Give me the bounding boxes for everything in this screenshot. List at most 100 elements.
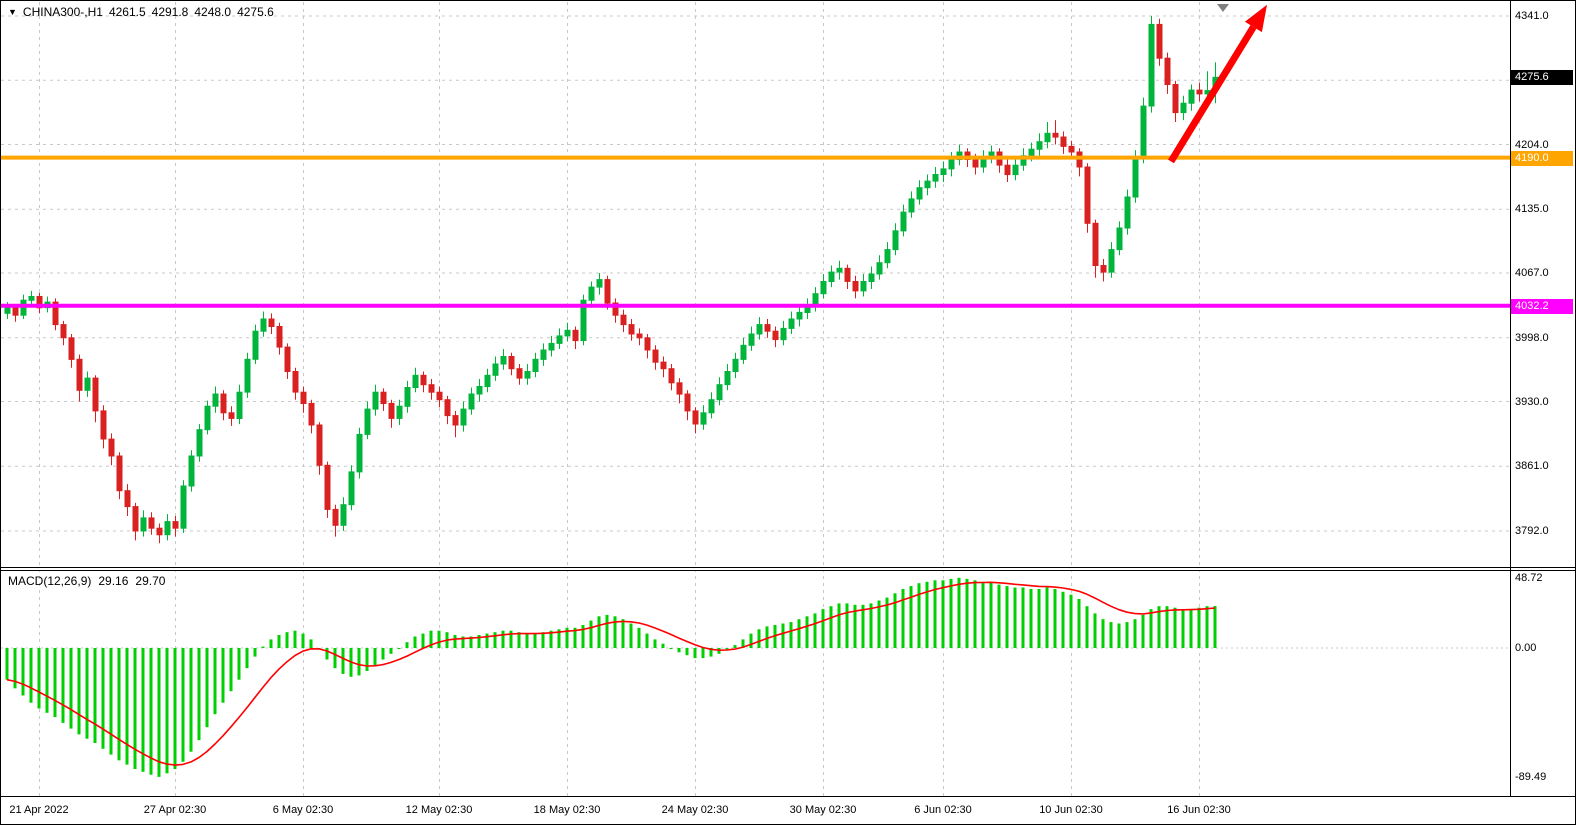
time-axis-label: 27 Apr 02:30: [143, 804, 207, 816]
candle: [188, 450, 195, 492]
candle: [588, 281, 595, 308]
macd-histogram-bar: [701, 648, 705, 659]
macd-histogram-bar: [973, 580, 977, 648]
candle: [236, 384, 243, 425]
candle-body: [316, 424, 323, 466]
macd-histogram-bar: [1125, 622, 1129, 648]
macd-histogram-bar: [997, 584, 1001, 648]
macd-histogram-bar: [917, 583, 921, 648]
macd-histogram-bar: [533, 633, 537, 648]
candle: [356, 427, 363, 479]
ohlc-low-value: 4248.0: [194, 5, 232, 19]
candle-body: [196, 429, 203, 457]
macd-histogram-bar: [189, 648, 193, 752]
candle: [788, 311, 795, 334]
macd-histogram-bar: [421, 633, 425, 648]
candle-body: [108, 438, 115, 457]
macd-histogram-bar: [765, 626, 769, 648]
candle-body: [444, 399, 451, 417]
trend-arrow-head[interactable]: [1244, 4, 1267, 33]
time-axis-label: 18 May 02:30: [533, 804, 601, 816]
candle: [340, 497, 347, 531]
candle-body: [388, 402, 395, 419]
candle: [420, 371, 427, 393]
macd-histogram-bar: [821, 609, 825, 648]
candle: [860, 274, 867, 297]
price-tick-label: 4135.0: [1515, 203, 1549, 215]
macd-histogram-bar: [845, 603, 849, 648]
candle: [924, 174, 931, 196]
macd-histogram-bar: [1013, 587, 1017, 648]
macd-histogram-bar: [1045, 587, 1049, 648]
trend-arrow-shaft[interactable]: [1168, 25, 1257, 164]
candle: [772, 326, 779, 348]
macd-histogram-bar: [781, 623, 785, 648]
candle: [692, 407, 699, 434]
candle-body: [60, 324, 67, 339]
candle-body: [924, 180, 931, 189]
candle: [556, 328, 563, 349]
candle-body: [252, 330, 259, 360]
candle-body: [372, 391, 379, 410]
time-axis[interactable]: 21 Apr 2022 27 Apr 02:30 6 May 02:30 12 May…: [1, 797, 1575, 824]
macd-histogram-bar: [373, 648, 377, 666]
macd-histogram-bar: [621, 619, 625, 648]
chart-shift-marker-icon[interactable]: [1217, 4, 1229, 12]
candle: [324, 461, 331, 518]
macd-histogram-bar: [301, 633, 305, 648]
candle: [308, 399, 315, 434]
macd-histogram-bar: [309, 639, 313, 648]
macd-histogram-bar: [229, 648, 233, 692]
candle: [852, 275, 859, 299]
candle-body: [180, 485, 187, 529]
candle: [676, 378, 683, 404]
candle-body: [1140, 105, 1147, 159]
candle: [1124, 189, 1131, 235]
candle-body: [884, 249, 891, 264]
hline-price-badge: 4032.2: [1511, 299, 1573, 314]
macd-histogram-bar: [1133, 619, 1137, 648]
candle-body: [1060, 136, 1067, 147]
price-axis[interactable]: 4341.0 4204.0 4135.0 4067.0 3998.0 3930.0 3861…: [1511, 1, 1575, 797]
candle: [284, 343, 291, 379]
macd-indicator-label: MACD(12,26,9) 29.16 29.70: [8, 574, 165, 588]
macd-histogram-bar: [37, 648, 41, 709]
candle: [100, 405, 107, 449]
candle-body: [68, 337, 75, 360]
macd-tick-label: 0.00: [1515, 642, 1537, 654]
macd-histogram-bar: [965, 578, 969, 648]
macd-histogram-bar: [741, 639, 745, 648]
candle: [980, 150, 987, 173]
macd-histogram-bar: [677, 648, 681, 653]
candle-body: [604, 279, 611, 304]
macd-histogram-bar: [1101, 619, 1105, 648]
macd-histogram-bar: [1093, 613, 1097, 648]
macd-histogram-bar: [1141, 614, 1145, 648]
candle-body: [532, 358, 539, 372]
candle: [988, 145, 995, 164]
candle: [548, 335, 555, 357]
candle-body: [116, 455, 123, 492]
macd-histogram-bar: [405, 642, 409, 648]
candle-body: [556, 335, 563, 344]
time-axis-label: 21 Apr 2022: [9, 804, 69, 816]
hline-price-badge: 4190.0: [1511, 151, 1573, 166]
candle-body: [124, 490, 131, 508]
candle-body: [612, 302, 619, 316]
candle-body: [700, 412, 707, 425]
candle-body: [236, 391, 243, 420]
macd-histogram-bar: [1173, 607, 1177, 648]
ohlc-high-value: 4291.8: [151, 5, 189, 19]
candle: [156, 523, 163, 544]
candle: [68, 334, 75, 368]
candle: [740, 337, 747, 364]
candle-body: [468, 393, 475, 410]
candle: [140, 510, 147, 537]
macd-histogram-bar: [133, 648, 137, 769]
macd-histogram-bar: [197, 648, 201, 741]
macd-histogram-bar: [813, 613, 817, 648]
panel-divider[interactable]: [1, 567, 1575, 571]
macd-histogram-bar: [45, 648, 49, 713]
candle: [940, 161, 947, 182]
